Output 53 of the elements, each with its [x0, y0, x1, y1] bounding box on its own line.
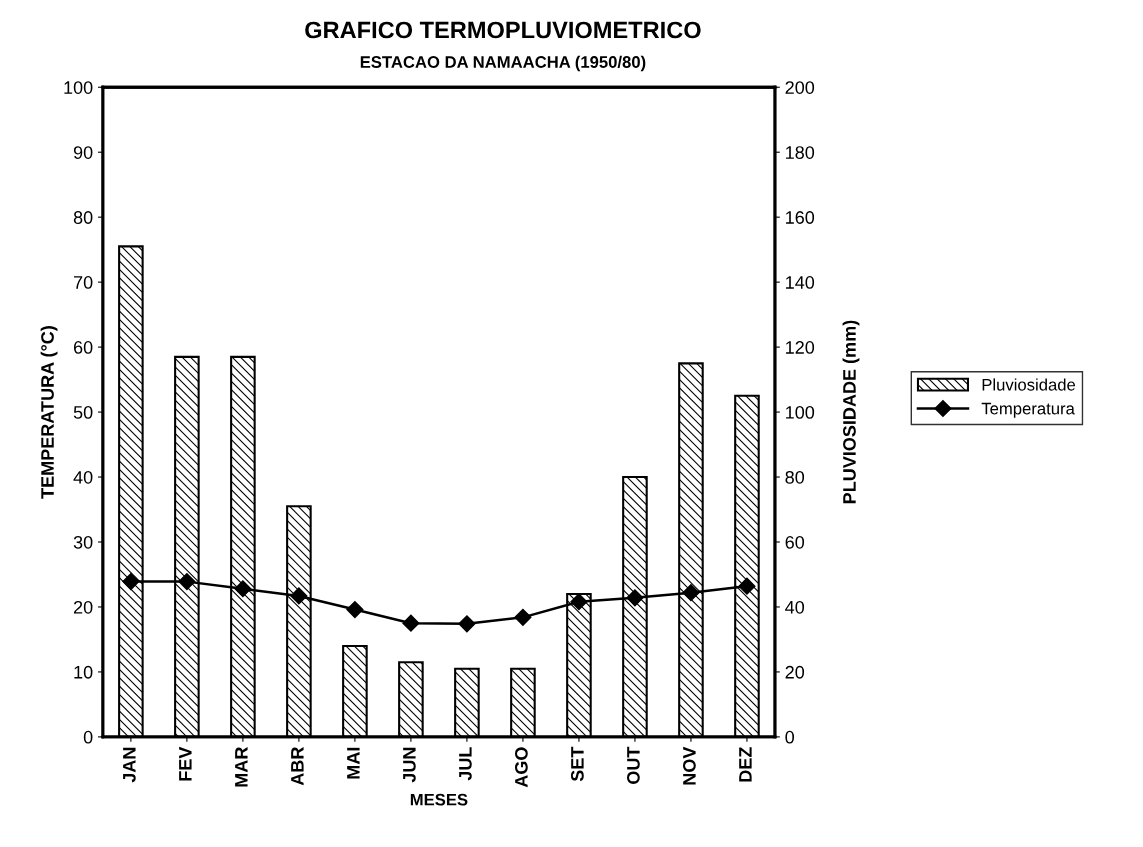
y-tick-label: 30	[73, 535, 93, 549]
y-tick-label: 60	[73, 341, 93, 354]
y-tick-label: 10	[74, 665, 93, 679]
y2-tick-label: 60	[785, 535, 805, 549]
point	[346, 601, 364, 619]
point	[290, 587, 308, 605]
point	[458, 615, 476, 633]
x-tick-label: JUN	[403, 747, 416, 783]
x-tick-label: FEV	[179, 746, 192, 781]
point	[626, 589, 644, 607]
y-tick-label: 80	[73, 211, 93, 224]
point	[514, 608, 532, 626]
y2-tick-label: 120	[786, 341, 815, 354]
y-tick-label: 70	[73, 276, 93, 289]
y-tick-label: 90	[73, 146, 93, 159]
y2-tick-label: 80	[785, 470, 805, 484]
x-tick-label: MAI	[347, 747, 360, 779]
legend-label: Temperatura	[981, 402, 1075, 418]
y2-axis-title: PLUVIOSIDADE (mm)	[842, 320, 860, 504]
x-tick-label: JUL	[459, 747, 472, 781]
chart-subtitle: ESTACAO DA NAMAACHA (1950/80)	[360, 55, 646, 72]
x-tick-label: OUT	[627, 746, 640, 784]
x-tick-label: SET	[570, 746, 584, 782]
y2-tick-label: 180	[786, 146, 815, 159]
point	[570, 593, 588, 611]
x-tick-label: JAN	[123, 747, 136, 783]
point	[738, 577, 756, 595]
y2-tick-label: 40	[785, 600, 805, 614]
point	[402, 614, 420, 632]
y-tick-label: 40	[73, 470, 93, 484]
y2-tick-label: 100	[786, 406, 815, 419]
x-tick-label: DEZ	[739, 747, 752, 782]
y2-tick-label: 200	[785, 81, 815, 94]
y-axis-title: TEMPERATURA (°C)	[40, 326, 58, 499]
y2-tick-label: 160	[786, 211, 815, 224]
point	[682, 584, 700, 602]
y2-tick-label: 20	[785, 665, 805, 679]
y-tick-label: 50	[73, 406, 93, 419]
y-tick-label: 100	[64, 81, 93, 94]
point	[122, 573, 140, 591]
y2-tick-label: 140	[786, 276, 815, 289]
chart-title: GRAFICO TERMOPLUVIOMETRICO	[305, 21, 701, 39]
y2-tick-label: 0	[785, 730, 795, 744]
y-tick-label: 20	[73, 600, 93, 614]
x-tick-label: MAR	[235, 746, 248, 787]
x-tick-label: ABR	[291, 746, 304, 786]
x-axis-title: MESES	[410, 793, 468, 806]
legend-label: Pluviosidade	[982, 378, 1076, 391]
x-tick-label: AGO	[514, 747, 528, 788]
point	[234, 580, 252, 598]
y-tick-label: 0	[83, 730, 93, 744]
point	[178, 573, 196, 591]
x-tick-label: NOV	[683, 746, 696, 785]
